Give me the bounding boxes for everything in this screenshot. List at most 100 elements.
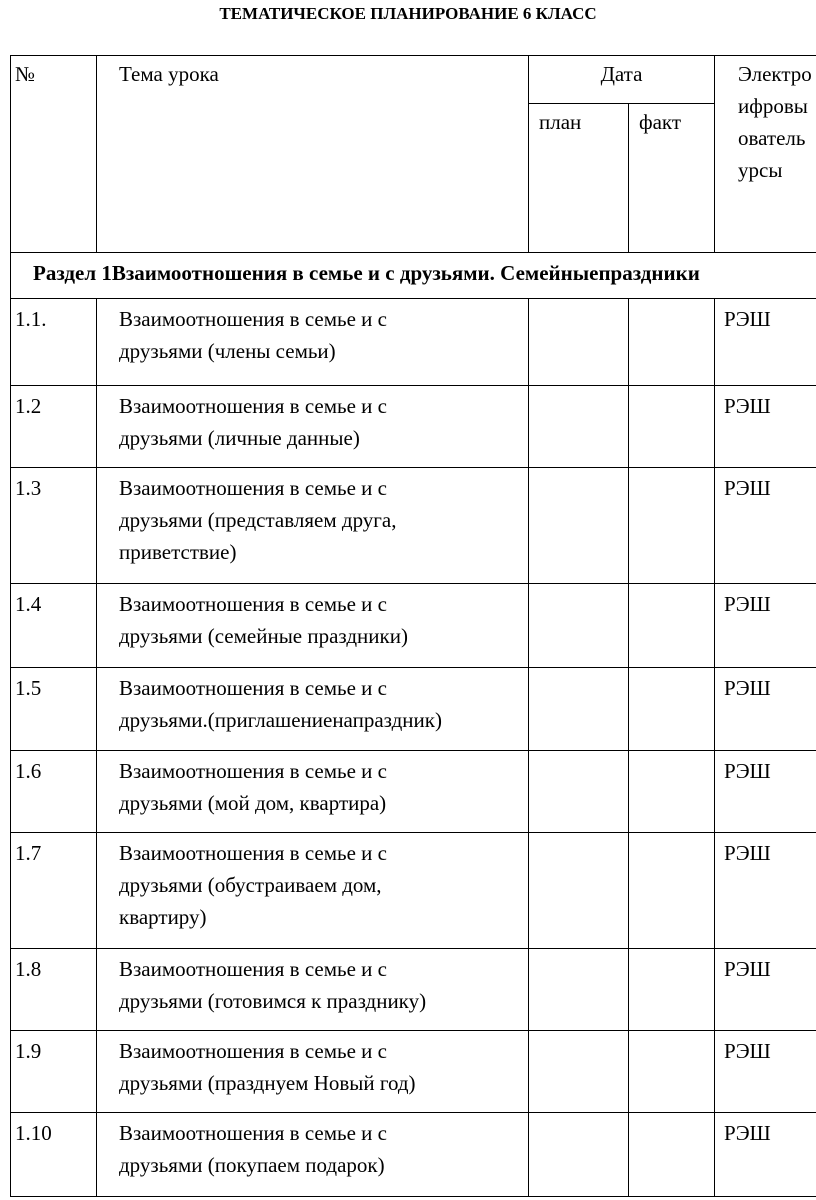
header-cell: Электро ифровы ователь урсы	[714, 55, 816, 253]
cell: 1.7	[10, 832, 97, 949]
plan-table: № Тема урока Дата Электро ифровы ователь ур…	[10, 55, 816, 1197]
row-number: 1.1.	[15, 307, 47, 331]
cell	[528, 583, 629, 668]
table-row: 1.8 Взаимоотношения в семье и с друзьями (…	[10, 948, 816, 1031]
cell: Взаимоотношения в семье и с друзьями (пок…	[96, 1112, 529, 1197]
row-number: 1.9	[15, 1039, 42, 1063]
cell	[627, 467, 716, 584]
cell	[627, 832, 716, 949]
row-number: 1.3	[15, 476, 42, 500]
table-row: 1.1. Взаимоотношения в семье и с друзьями …	[10, 298, 816, 386]
cell	[627, 385, 716, 468]
cell: РЭШ	[714, 467, 816, 584]
topic-line: друзьями.(приглашениенапраздник)	[119, 708, 442, 732]
topic-line: друзьями (семейные праздники)	[119, 624, 408, 648]
topic-line: Взаимоотношения в семье и с	[119, 1039, 387, 1063]
resource: РЭШ	[724, 592, 771, 616]
section-title: Раздел 1Взаимоотношения в семье и с друз…	[33, 261, 700, 285]
cell: Взаимоотношения в семье и с друзьями (лич…	[96, 385, 529, 468]
cell: Взаимоотношения в семье и с друзьями (мой…	[96, 750, 529, 833]
header-row: план факт	[11, 103, 816, 253]
topic-line: друзьями (покупаем подарок)	[119, 1153, 385, 1177]
cell: 1.8	[10, 948, 97, 1031]
cell: РЭШ	[714, 948, 816, 1031]
cell: Взаимоотношения в семье и с друзьями.(при…	[96, 667, 529, 751]
cell: 1.2	[10, 385, 97, 468]
cell	[528, 1112, 629, 1197]
header-cell: Дата	[527, 55, 716, 104]
cell: Взаимоотношения в семье и с друзьями (гот…	[96, 948, 529, 1031]
cell: РЭШ	[714, 583, 816, 668]
topic-line: Взаимоотношения в семье и с	[119, 476, 387, 500]
cell	[528, 298, 629, 386]
header-text: Тема урока	[119, 62, 219, 86]
cell: 1.5	[10, 667, 97, 751]
cell	[627, 948, 716, 1031]
row-number: 1.7	[15, 841, 42, 865]
topic-line: друзьями (члены семьи)	[119, 339, 336, 363]
resource: РЭШ	[724, 676, 771, 700]
cell	[528, 385, 629, 468]
cell: Взаимоотношения в семье и с друзьями (чле…	[96, 298, 529, 386]
cell: РЭШ	[714, 1030, 816, 1113]
cell: РЭШ	[714, 667, 816, 751]
cell	[528, 948, 629, 1031]
header-row: № Тема урока Дата Электро ифровы ователь ур…	[10, 55, 816, 253]
row-number: 1.10	[15, 1121, 52, 1145]
row-number: 1.6	[15, 759, 42, 783]
cell	[627, 298, 716, 386]
header-text: Дата	[600, 62, 643, 86]
cell: 1.4	[10, 583, 97, 668]
header-text: урсы	[738, 158, 783, 182]
table-row: 1.2 Взаимоотношения в семье и с друзьями (…	[10, 385, 816, 468]
cell: Взаимоотношения в семье и с друзьями (пра…	[96, 1030, 529, 1113]
table-row: 1.4 Взаимоотношения в семье и с друзьями (…	[10, 583, 816, 668]
cell	[627, 750, 716, 833]
cell	[627, 1030, 716, 1113]
table-wrap: № Тема урока Дата Электро ифровы ователь ур…	[10, 55, 816, 1200]
topic-line: Взаимоотношения в семье и с	[119, 759, 387, 783]
cell	[528, 467, 629, 584]
resource: РЭШ	[724, 759, 771, 783]
cell: РЭШ	[714, 832, 816, 949]
cell: РЭШ	[714, 1112, 816, 1197]
topic-line: друзьями (готовимся к празднику)	[119, 989, 427, 1013]
header-cell: Тема урока	[96, 55, 529, 253]
table-row: 1.7 Взаимоотношения в семье и с друзьями (…	[10, 832, 816, 949]
topic-line: Взаимоотношения в семье и с	[119, 676, 387, 700]
cell: 1.10	[10, 1112, 97, 1197]
cell: 1.9	[10, 1030, 97, 1113]
resource: РЭШ	[724, 476, 771, 500]
cell	[528, 667, 629, 751]
row-number: 1.4	[15, 592, 42, 616]
table-row: 1.9 Взаимоотношения в семье и с друзьями (…	[10, 1030, 816, 1113]
topic-line: Взаимоотношения в семье и с	[119, 1121, 387, 1145]
topic-line: квартиру)	[119, 905, 207, 929]
table-row: 1.3 Взаимоотношения в семье и с друзьями (…	[10, 467, 816, 584]
cell: Взаимоотношения в семье и с друзьями (пре…	[96, 467, 529, 584]
cell: 1.1.	[10, 298, 97, 386]
topic-line: Взаимоотношения в семье и с	[119, 841, 387, 865]
cell: 1.6	[10, 750, 97, 833]
header-cell: №	[10, 55, 97, 253]
page-title: ТЕМАТИЧЕСКОЕ ПЛАНИРОВАНИЕ 6 КЛАСС	[219, 4, 597, 23]
resource: РЭШ	[724, 957, 771, 981]
section-row: Раздел 1Взаимоотношения в семье и с друз…	[10, 252, 816, 299]
header-text: ователь	[738, 126, 806, 150]
cell	[528, 1030, 629, 1113]
resource: РЭШ	[724, 394, 771, 418]
cell	[627, 1112, 716, 1197]
resource: РЭШ	[724, 841, 771, 865]
topic-line: Взаимоотношения в семье и с	[119, 957, 387, 981]
cell	[627, 667, 716, 751]
topic-line: друзьями (мой дом, квартира)	[119, 791, 387, 815]
cell: РЭШ	[714, 298, 816, 386]
header-cell: факт	[627, 103, 716, 253]
table-row: 1.6 Взаимоотношения в семье и с друзьями (…	[10, 750, 816, 833]
header-text: ифровы	[738, 94, 808, 118]
cell	[528, 832, 629, 949]
row-number: 1.2	[15, 394, 42, 418]
header-cell: план	[528, 103, 629, 253]
row-number: 1.8	[15, 957, 42, 981]
